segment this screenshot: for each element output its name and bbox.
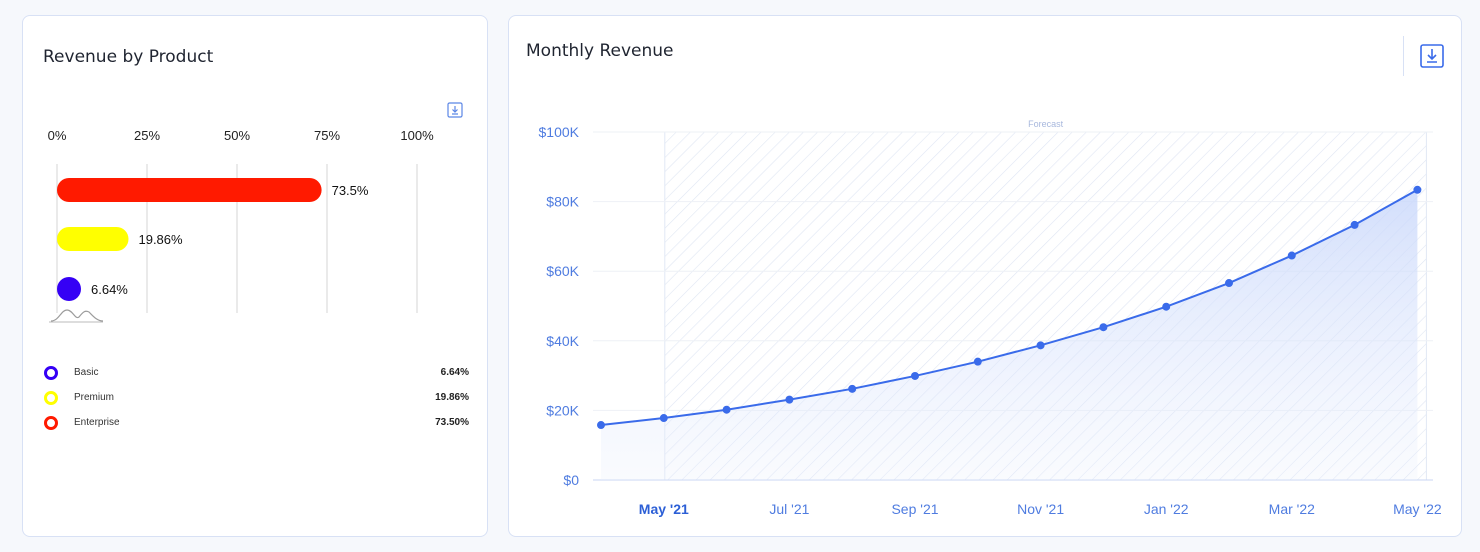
data-point xyxy=(911,371,919,380)
x-tick-label: Sep '21 xyxy=(891,501,938,517)
overview-sparkline xyxy=(50,309,104,322)
x-tick-label: 25% xyxy=(134,128,160,143)
data-point xyxy=(659,414,668,423)
area-fill xyxy=(601,189,1418,480)
toolbar xyxy=(1403,36,1463,76)
legend-item-premium[interactable]: Premium 19.86% xyxy=(43,385,469,410)
revenue-by-product-bar-chart: 0% 25% 50% 75% 100% 73.5% 19.86% 6.64% xyxy=(48,128,434,323)
data-point xyxy=(848,384,857,393)
download-icon[interactable] xyxy=(1420,44,1444,68)
card-title: Revenue by Product xyxy=(43,47,214,67)
legend-item-enterprise[interactable]: Enterprise 73.50% xyxy=(43,410,469,435)
y-tick-label: $20K xyxy=(546,402,579,418)
legend-marker xyxy=(44,415,58,430)
legend-value: 73.50% xyxy=(435,417,469,428)
bar-enterprise xyxy=(57,178,322,202)
legend-item-basic[interactable]: Basic 6.64% xyxy=(43,360,469,385)
x-tick-label: May '22 xyxy=(1393,501,1442,517)
data-point xyxy=(785,395,794,404)
data-label: 6.64% xyxy=(91,282,128,297)
legend-label: Enterprise xyxy=(74,417,120,428)
legend-value: 19.86% xyxy=(435,392,469,403)
data-point xyxy=(1350,220,1359,229)
y-tick-label: $40K xyxy=(546,333,579,349)
revenue-line xyxy=(600,188,1418,427)
bar-basic xyxy=(57,277,81,301)
download-icon[interactable] xyxy=(447,102,463,118)
y-tick-label: $0 xyxy=(563,472,579,488)
legend-marker xyxy=(44,365,58,380)
data-label: 19.86% xyxy=(138,232,183,247)
x-tick-label: 75% xyxy=(314,128,340,143)
data-point xyxy=(1162,302,1171,311)
x-tick-label: Jan '22 xyxy=(1144,501,1189,517)
y-tick-label: $60K xyxy=(546,263,579,279)
data-point xyxy=(1036,341,1045,350)
data-label: 73.5% xyxy=(332,183,369,198)
x-tick-label: 50% xyxy=(224,128,250,143)
x-tick-label: Mar '22 xyxy=(1269,501,1315,517)
x-tick-label: May '21 xyxy=(639,501,689,517)
legend-marker xyxy=(44,390,58,405)
x-tick-label: Nov '21 xyxy=(1017,501,1064,517)
revenue-by-product-card: Revenue by Product 0% 25% 50% 75% 100% 73.5% 1… xyxy=(22,15,488,537)
legend-label: Basic xyxy=(74,367,99,378)
chart-legend: Basic 6.64% Premium 19.86% Enterprise 73… xyxy=(43,360,469,435)
data-point xyxy=(722,405,731,414)
data-point xyxy=(1225,279,1233,288)
monthly-revenue-line-chart: Forecast $0 $20K $40K $60K $80K $100K May '21 Ju… xyxy=(539,119,1442,517)
data-point xyxy=(1413,185,1422,194)
bar-premium xyxy=(57,227,129,251)
legend-label: Premium xyxy=(74,392,115,403)
data-point xyxy=(1287,251,1296,260)
x-tick-label: 100% xyxy=(400,128,434,143)
data-point xyxy=(973,357,982,366)
legend-value: 6.64% xyxy=(440,367,469,378)
y-tick-label: $100K xyxy=(539,124,580,140)
x-tick-label: 0% xyxy=(48,128,67,143)
y-tick-label: $80K xyxy=(546,194,579,210)
data-point xyxy=(1099,323,1108,332)
monthly-revenue-card: Monthly Revenue Forecast $0 $20K $40K $60K $8… xyxy=(508,15,1462,537)
forecast-annotation: Forecast xyxy=(1028,119,1064,129)
data-point xyxy=(597,421,605,430)
x-tick-label: Jul '21 xyxy=(769,501,809,517)
card-title: Monthly Revenue xyxy=(526,41,674,61)
